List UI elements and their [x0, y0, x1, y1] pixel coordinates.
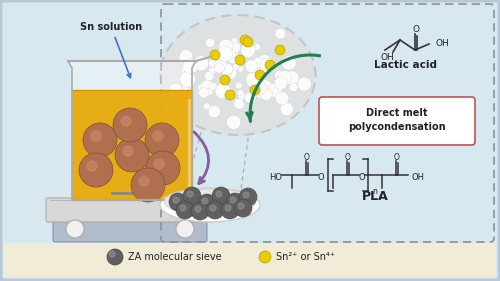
- Circle shape: [176, 220, 194, 238]
- Circle shape: [220, 75, 230, 85]
- Text: O: O: [345, 153, 351, 162]
- FancyBboxPatch shape: [46, 198, 214, 222]
- Circle shape: [226, 115, 241, 130]
- Text: Sn solution: Sn solution: [80, 22, 142, 78]
- Circle shape: [182, 85, 188, 91]
- Text: polycondensation: polycondensation: [348, 122, 446, 132]
- Circle shape: [258, 80, 272, 95]
- Circle shape: [178, 55, 185, 62]
- Circle shape: [255, 70, 265, 80]
- Circle shape: [256, 89, 266, 99]
- Circle shape: [275, 28, 285, 39]
- Circle shape: [202, 198, 208, 204]
- Circle shape: [260, 65, 270, 75]
- Text: Sn²⁺ or Sn⁴⁺: Sn²⁺ or Sn⁴⁺: [276, 252, 335, 262]
- Circle shape: [268, 83, 281, 97]
- Circle shape: [121, 116, 131, 126]
- Ellipse shape: [160, 188, 260, 222]
- Circle shape: [204, 71, 214, 81]
- Circle shape: [214, 59, 227, 71]
- Circle shape: [83, 123, 117, 157]
- Circle shape: [285, 71, 299, 85]
- Circle shape: [245, 60, 258, 72]
- Ellipse shape: [164, 189, 256, 215]
- Circle shape: [297, 77, 311, 91]
- Circle shape: [229, 42, 240, 53]
- Circle shape: [206, 201, 224, 219]
- Circle shape: [210, 50, 220, 60]
- Circle shape: [253, 57, 264, 68]
- Circle shape: [169, 193, 187, 211]
- Circle shape: [146, 151, 180, 185]
- Circle shape: [234, 199, 252, 217]
- Circle shape: [220, 63, 233, 75]
- Circle shape: [79, 153, 113, 187]
- Circle shape: [217, 46, 232, 62]
- Polygon shape: [72, 90, 192, 200]
- Circle shape: [222, 65, 237, 80]
- Circle shape: [216, 83, 228, 94]
- Circle shape: [115, 138, 149, 172]
- Circle shape: [198, 83, 206, 92]
- Circle shape: [191, 202, 209, 220]
- Ellipse shape: [160, 15, 316, 135]
- Circle shape: [241, 43, 256, 58]
- Text: O: O: [412, 26, 420, 35]
- Circle shape: [243, 192, 249, 198]
- Circle shape: [208, 67, 216, 74]
- Circle shape: [274, 76, 287, 90]
- Circle shape: [232, 63, 239, 70]
- Circle shape: [228, 50, 236, 58]
- Circle shape: [206, 88, 213, 95]
- Circle shape: [107, 249, 123, 265]
- Circle shape: [250, 80, 266, 96]
- Circle shape: [209, 82, 217, 90]
- Circle shape: [153, 131, 163, 141]
- Circle shape: [275, 45, 285, 55]
- Text: O: O: [304, 153, 310, 162]
- Circle shape: [181, 64, 192, 75]
- Circle shape: [282, 56, 296, 70]
- Circle shape: [280, 103, 293, 115]
- Circle shape: [231, 38, 238, 44]
- Circle shape: [227, 51, 239, 64]
- Circle shape: [216, 49, 230, 62]
- Circle shape: [168, 83, 182, 96]
- Circle shape: [123, 146, 133, 156]
- Text: OH: OH: [411, 173, 424, 182]
- Polygon shape: [68, 61, 196, 200]
- Circle shape: [201, 80, 213, 93]
- Text: HO: HO: [269, 173, 282, 182]
- Circle shape: [240, 35, 250, 45]
- Circle shape: [198, 87, 209, 98]
- Circle shape: [187, 191, 193, 197]
- Circle shape: [109, 251, 115, 257]
- Circle shape: [216, 191, 222, 197]
- Circle shape: [212, 187, 230, 205]
- Circle shape: [131, 168, 165, 202]
- Circle shape: [226, 193, 244, 211]
- Circle shape: [260, 88, 272, 100]
- Circle shape: [246, 72, 260, 87]
- Circle shape: [180, 205, 186, 211]
- Circle shape: [274, 70, 285, 81]
- Circle shape: [173, 197, 179, 203]
- Circle shape: [238, 66, 244, 72]
- Circle shape: [235, 55, 245, 65]
- Circle shape: [198, 194, 216, 212]
- Text: OH: OH: [380, 53, 394, 62]
- Circle shape: [238, 92, 246, 100]
- Circle shape: [195, 206, 201, 212]
- Circle shape: [243, 37, 253, 47]
- Text: n: n: [372, 187, 377, 196]
- Circle shape: [194, 56, 208, 71]
- Text: PLA: PLA: [362, 190, 388, 203]
- Text: O: O: [394, 153, 400, 162]
- Circle shape: [250, 85, 260, 95]
- Circle shape: [221, 201, 239, 219]
- FancyBboxPatch shape: [319, 97, 475, 145]
- Circle shape: [225, 90, 235, 100]
- Circle shape: [208, 106, 220, 118]
- Circle shape: [225, 205, 231, 211]
